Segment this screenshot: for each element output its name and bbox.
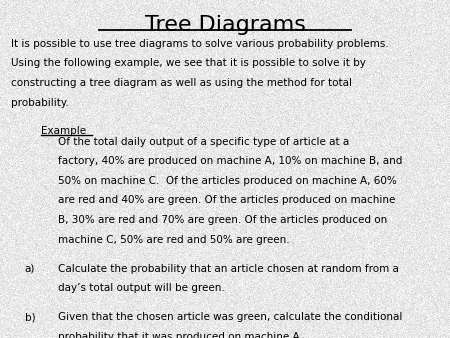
Text: a): a) xyxy=(25,264,35,274)
Text: Using the following example, we see that it is possible to solve it by: Using the following example, we see that… xyxy=(11,58,366,69)
Text: probability.: probability. xyxy=(11,98,69,108)
Text: machine C, 50% are red and 50% are green.: machine C, 50% are red and 50% are green… xyxy=(58,235,290,245)
Text: B, 30% are red and 70% are green. Of the articles produced on: B, 30% are red and 70% are green. Of the… xyxy=(58,215,388,225)
Text: Of the total daily output of a specific type of article at a: Of the total daily output of a specific … xyxy=(58,137,350,147)
Text: factory, 40% are produced on machine A, 10% on machine B, and: factory, 40% are produced on machine A, … xyxy=(58,156,403,166)
Text: b): b) xyxy=(25,312,36,322)
Text: Calculate the probability that an article chosen at random from a: Calculate the probability that an articl… xyxy=(58,264,400,274)
Text: are red and 40% are green. Of the articles produced on machine: are red and 40% are green. Of the articl… xyxy=(58,195,396,206)
Text: Example: Example xyxy=(40,126,86,136)
Text: 50% on machine C.  Of the articles produced on machine A, 60%: 50% on machine C. Of the articles produc… xyxy=(58,176,397,186)
Text: probability that it was produced on machine A.: probability that it was produced on mach… xyxy=(58,332,303,338)
Text: It is possible to use tree diagrams to solve various probability problems.: It is possible to use tree diagrams to s… xyxy=(11,39,389,49)
Text: Tree Diagrams: Tree Diagrams xyxy=(144,15,306,35)
Text: Given that the chosen article was green, calculate the conditional: Given that the chosen article was green,… xyxy=(58,312,403,322)
Text: day’s total output will be green.: day’s total output will be green. xyxy=(58,283,225,293)
Text: constructing a tree diagram as well as using the method for total: constructing a tree diagram as well as u… xyxy=(11,78,352,88)
